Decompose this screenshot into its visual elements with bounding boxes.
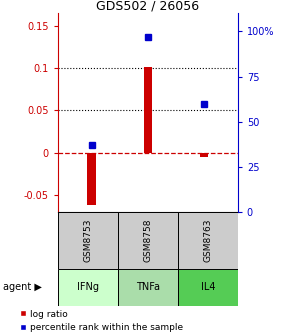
Bar bbox=[58, 212, 118, 269]
Legend: log ratio, percentile rank within the sample: log ratio, percentile rank within the sa… bbox=[19, 309, 183, 332]
Text: GSM8763: GSM8763 bbox=[203, 218, 212, 262]
Bar bbox=[200, 153, 208, 157]
Bar bbox=[58, 269, 118, 306]
Text: GSM8753: GSM8753 bbox=[84, 218, 93, 262]
Bar bbox=[178, 212, 238, 269]
Bar bbox=[118, 212, 178, 269]
Bar bbox=[144, 68, 152, 153]
Text: IFNg: IFNg bbox=[77, 282, 99, 292]
Bar bbox=[178, 269, 238, 306]
Text: IL4: IL4 bbox=[201, 282, 215, 292]
Text: TNFa: TNFa bbox=[136, 282, 160, 292]
Title: GDS502 / 26056: GDS502 / 26056 bbox=[96, 0, 200, 12]
Bar bbox=[88, 153, 96, 205]
Text: agent ▶: agent ▶ bbox=[3, 282, 42, 292]
Bar bbox=[118, 269, 178, 306]
Text: GSM8758: GSM8758 bbox=[143, 218, 153, 262]
